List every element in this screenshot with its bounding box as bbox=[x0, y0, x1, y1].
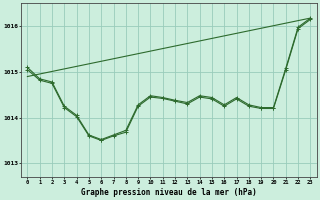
X-axis label: Graphe pression niveau de la mer (hPa): Graphe pression niveau de la mer (hPa) bbox=[81, 188, 257, 197]
